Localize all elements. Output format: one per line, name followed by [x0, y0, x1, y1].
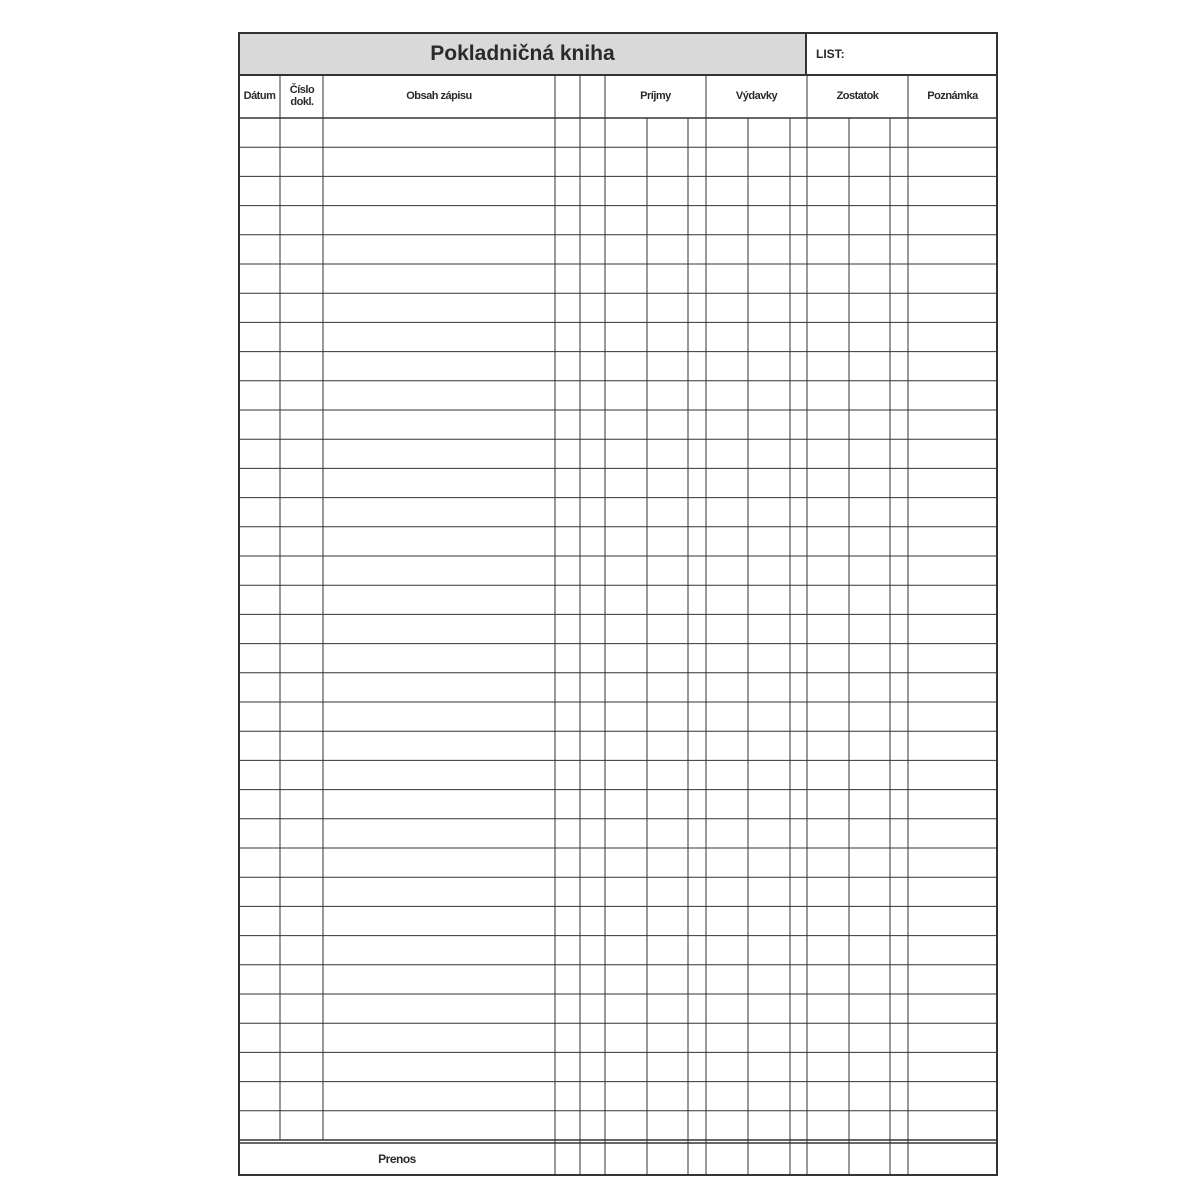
column-header-balance: Zostatok: [836, 90, 879, 103]
column-header-content: Obsah zápisu: [406, 90, 472, 103]
title-background: [239, 33, 806, 75]
column-header-date: Dátum: [243, 90, 276, 103]
column-header-doc-number: Číslo dokl.: [289, 84, 315, 108]
column-header-note: Poznámka: [927, 90, 978, 103]
column-header-income: Príjmy: [640, 90, 671, 103]
column-header-expenses: Výdavky: [735, 90, 778, 103]
carry-over-label: Prenos: [378, 1151, 416, 1166]
form-border: [238, 32, 998, 1176]
sheet-number-label: LIST:: [816, 47, 845, 62]
form-title: Pokladničná kniha: [430, 42, 615, 66]
